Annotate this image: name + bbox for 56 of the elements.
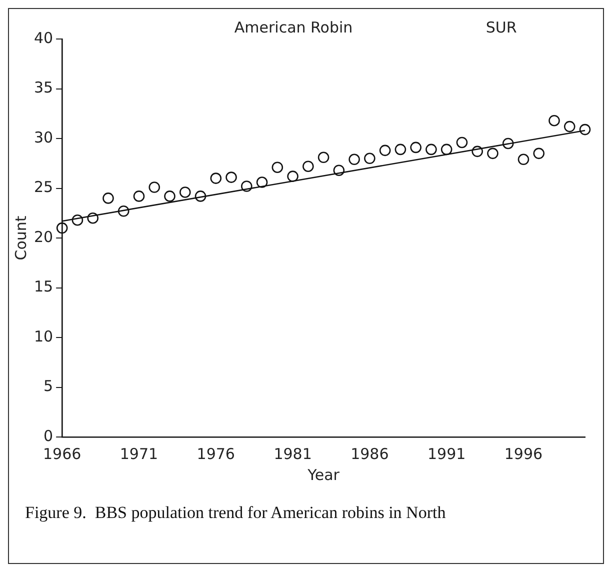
point — [164, 190, 176, 202]
x-tick-label: 1981 — [274, 444, 312, 463]
point — [148, 182, 160, 193]
point — [118, 205, 130, 217]
point — [440, 144, 452, 156]
x-tick-label: 1996 — [504, 444, 543, 463]
point — [518, 154, 530, 166]
chart-subtitle: SUR — [486, 18, 517, 36]
point — [364, 152, 376, 164]
x-tick-label: 1966 — [42, 444, 82, 463]
point — [210, 172, 222, 184]
y-tick-label: 30 — [34, 128, 54, 146]
y-tick-label: 35 — [34, 78, 54, 97]
point — [456, 136, 468, 148]
point — [426, 144, 437, 156]
point — [410, 142, 422, 154]
point — [240, 180, 252, 192]
point — [394, 144, 406, 156]
x-tick-label: 1971 — [120, 444, 158, 463]
point — [487, 148, 498, 160]
y-tick-label: 5 — [44, 377, 54, 396]
point — [348, 154, 360, 166]
y-tick-label: 10 — [34, 327, 54, 346]
point — [548, 114, 560, 126]
y-axis-title: Count — [12, 216, 30, 260]
point — [472, 146, 483, 158]
point — [302, 160, 314, 172]
y-tick-label: 0 — [44, 426, 54, 445]
x-tick-label: 1986 — [350, 444, 389, 463]
y-tick-label: 25 — [34, 178, 54, 196]
y-tick-label: 40 — [34, 28, 54, 47]
point — [102, 192, 114, 204]
point — [579, 124, 591, 136]
point — [333, 164, 345, 176]
point — [272, 162, 284, 174]
point — [287, 170, 298, 182]
point — [533, 148, 545, 160]
point — [256, 176, 268, 188]
point — [318, 152, 330, 164]
point — [87, 212, 98, 224]
point — [194, 190, 206, 202]
x-axis-title: Year — [306, 466, 340, 484]
x-tick-label: 1976 — [196, 444, 235, 463]
point — [564, 120, 576, 132]
point — [133, 190, 145, 202]
chart-title: American Robin — [234, 18, 353, 36]
y-tick-label: 20 — [34, 228, 54, 246]
y-tick-label: 15 — [34, 278, 54, 296]
point — [56, 222, 68, 234]
point — [72, 214, 84, 226]
point — [502, 138, 514, 150]
x-tick-label: 1991 — [427, 444, 466, 463]
point — [226, 172, 237, 183]
point — [379, 144, 391, 156]
point — [179, 186, 191, 198]
caption: Figure 9. BBS population trend for American robins in North — [25, 503, 447, 523]
